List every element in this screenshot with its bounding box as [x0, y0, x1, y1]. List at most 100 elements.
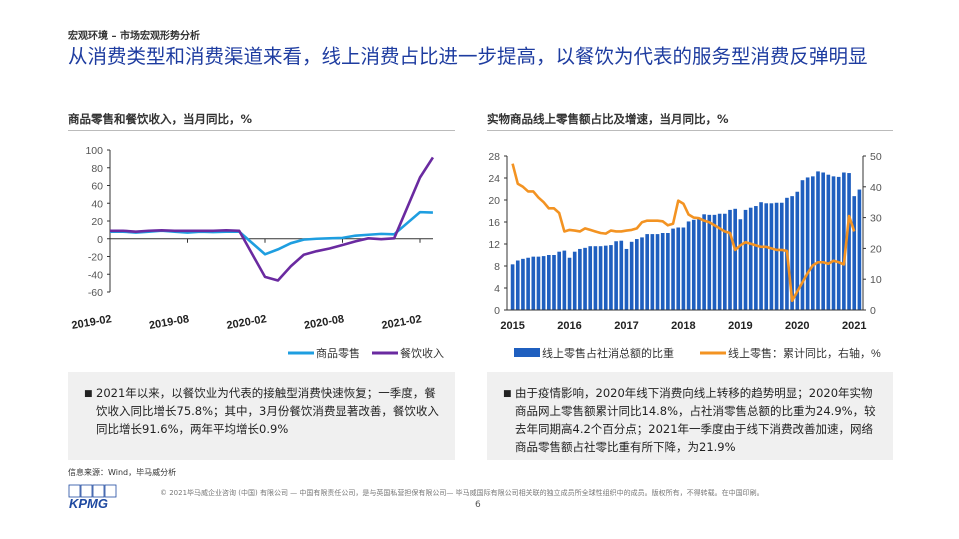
legend-label: 商品零售 [316, 346, 360, 360]
bar [614, 241, 618, 310]
bar [640, 237, 644, 310]
left-bullet-box: ■ 2021年以来，以餐饮业为代表的接触型消费快速恢复；一季度，餐饮收入同比增长… [68, 372, 455, 460]
bar [717, 213, 722, 310]
bar [541, 256, 546, 310]
bar [779, 202, 784, 310]
legend-label: 餐饮收入 [400, 346, 444, 360]
x-tick-label: 2019-08 [148, 313, 190, 332]
y-tick-label-right: 20 [870, 243, 882, 255]
bar [707, 214, 712, 310]
bar [857, 189, 862, 310]
y-tick-label-left: 16 [488, 217, 500, 229]
right-chart-title: 实物商品线上零售额占比及增速，当月同比，% [487, 112, 729, 126]
bar [774, 202, 779, 310]
bar [531, 256, 536, 310]
right-bullet-box: ■ 由于疫情影响，2020年线下消费向线上转移的趋势明显；2020年实物商品网上… [487, 372, 893, 460]
bar [723, 213, 727, 310]
y-tick-label-left: 24 [488, 173, 500, 185]
bar [681, 227, 686, 310]
source-note: 信息来源：Wind，毕马威分析 [68, 468, 177, 477]
y-tick-label-left: 8 [494, 261, 500, 273]
y-tick-label: -20 [88, 252, 103, 264]
bar [805, 177, 810, 310]
legend-swatch [514, 348, 540, 357]
bar [650, 234, 655, 310]
divider [68, 130, 455, 131]
section-label: 宏观环境 – 市场宏观形势分析 [68, 31, 200, 42]
legend-label: 线上零售占社消总额的比重 [542, 346, 674, 360]
divider [487, 130, 893, 131]
bar [759, 202, 763, 310]
y-tick-label-left: 0 [494, 305, 500, 317]
y-tick-label: -40 [88, 269, 103, 281]
bar [603, 245, 608, 310]
bar [578, 248, 582, 310]
bar [821, 172, 825, 310]
bar [800, 180, 805, 310]
bar [660, 233, 665, 310]
bar [598, 246, 603, 310]
bar [852, 196, 857, 310]
x-tick-label: 2021 [842, 320, 866, 332]
bar [567, 257, 572, 310]
bar [826, 174, 831, 310]
bar [629, 241, 634, 310]
bullet-icon: ■ [503, 389, 512, 399]
y-tick-label-right: 50 [870, 151, 882, 163]
y-tick-label: 0 [97, 234, 103, 246]
bar [562, 250, 567, 310]
bar [619, 240, 624, 310]
bar [526, 257, 530, 310]
bar [547, 255, 551, 310]
x-tick-label: 2017 [614, 320, 638, 332]
bar [790, 196, 794, 310]
bar [795, 191, 800, 310]
series-line-0 [110, 210, 433, 256]
x-tick-label: 2019 [728, 320, 752, 332]
bar [676, 227, 681, 310]
bar [712, 214, 717, 310]
y-tick-label: 40 [91, 198, 103, 210]
y-tick-label: 20 [91, 216, 103, 228]
x-tick-label: 2021-02 [381, 313, 423, 332]
bar [836, 176, 841, 310]
right-bullet-text: 由于疫情影响，2020年线下消费向线上转移的趋势明显；2020年实物商品网上零售… [515, 386, 876, 454]
x-tick-label: 2020-08 [303, 313, 345, 332]
y-tick-label: 100 [85, 145, 103, 157]
bar [769, 203, 774, 310]
bar [510, 264, 515, 310]
bar [764, 203, 769, 310]
bar [697, 218, 701, 310]
page-title: 从消费类型和消费渠道来看，线上消费占比进一步提高，以餐饮为代表的服务型消费反弹明… [68, 45, 868, 68]
bar [655, 234, 660, 310]
bar [624, 248, 629, 310]
bar [521, 258, 525, 310]
x-tick-label: 2020 [785, 320, 809, 332]
bar [515, 260, 520, 310]
bar [588, 246, 593, 310]
y-tick-label-right: 10 [870, 274, 882, 286]
bar [847, 173, 851, 310]
y-tick-label-left: 20 [488, 195, 500, 207]
bar [671, 228, 675, 310]
bullet-icon: ■ [84, 389, 93, 399]
bar [738, 219, 743, 310]
svg-text:KPMG: KPMG [69, 496, 108, 510]
legend-label: 线上零售：累计同比，右轴，% [728, 346, 881, 360]
series-line-1 [110, 156, 435, 282]
left-bullet-text: 2021年以来，以餐饮业为代表的接触型消费快速恢复；一季度，餐饮收入同比增长75… [96, 386, 439, 436]
y-tick-label: -60 [88, 287, 103, 299]
bar [593, 246, 598, 310]
y-tick-label: 60 [91, 181, 103, 193]
bar [754, 206, 758, 310]
bar [583, 247, 587, 310]
page-number: 6 [475, 500, 481, 510]
x-tick-label: 2019-02 [71, 313, 113, 332]
y-tick-label-right: 0 [870, 305, 876, 317]
x-tick-label: 2018 [671, 320, 695, 332]
bar [743, 209, 748, 310]
bar [748, 207, 753, 310]
left-chart-title: 商品零售和餐饮收入，当月同比，% [68, 112, 253, 126]
bar [831, 176, 836, 310]
